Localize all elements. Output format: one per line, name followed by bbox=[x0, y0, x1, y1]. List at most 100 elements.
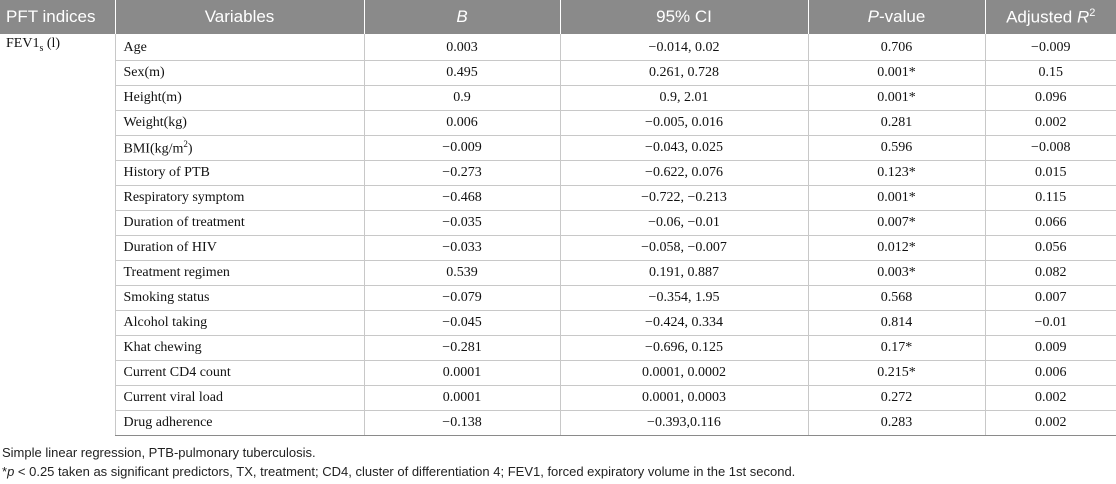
adjusted-r2-cell: 0.082 bbox=[984, 260, 1116, 286]
ci-cell: 0.261, 0.728 bbox=[559, 60, 808, 86]
b-cell: −0.035 bbox=[363, 210, 560, 236]
p-value-cell: 0.007* bbox=[807, 210, 985, 236]
p-value-cell: 0.281 bbox=[807, 110, 985, 136]
table-header-row: PFT indices Variables B 95% CI P-value A… bbox=[0, 0, 1116, 34]
p-value-cell: 0.568 bbox=[807, 285, 985, 311]
table-row: Alcohol taking −0.045 −0.424, 0.334 0.814 −0… bbox=[0, 310, 1116, 336]
variable-cell: Age bbox=[114, 34, 364, 61]
ci-cell: 0.0001, 0.0002 bbox=[559, 360, 808, 386]
table-row: Duration of HIV −0.033 −0.058, −0.007 0.012… bbox=[0, 235, 1116, 261]
ci-cell: −0.06, −0.01 bbox=[559, 210, 808, 236]
ci-cell: −0.622, 0.076 bbox=[559, 160, 808, 186]
table-row: BMI(kg/m2) −0.009 −0.043, 0.025 0.596 −0.008 bbox=[0, 135, 1116, 161]
ci-cell: −0.722, −0.213 bbox=[559, 185, 808, 211]
b-cell: 0.9 bbox=[363, 85, 560, 111]
adjusted-r2-cell: −0.01 bbox=[984, 310, 1116, 336]
variable-cell: Alcohol taking bbox=[114, 310, 364, 336]
ci-cell: −0.424, 0.334 bbox=[559, 310, 808, 336]
b-cell: 0.0001 bbox=[363, 385, 560, 411]
adjusted-r2-cell: 0.096 bbox=[984, 85, 1116, 111]
adjusted-r2-cell: 0.002 bbox=[984, 110, 1116, 136]
p-value-cell: 0.272 bbox=[807, 385, 985, 411]
table-row: Khat chewing −0.281 −0.696, 0.125 0.17* 0.00… bbox=[0, 335, 1116, 361]
p-value-cell: 0.001* bbox=[807, 185, 985, 211]
variable-cell: Current viral load bbox=[114, 385, 364, 411]
b-cell: −0.281 bbox=[363, 335, 560, 361]
header-p-value: P-value bbox=[808, 0, 986, 34]
table-row: Smoking status −0.079 −0.354, 1.95 0.568 0.0… bbox=[0, 285, 1116, 311]
table-row: Respiratory symptom −0.468 −0.722, −0.213 0… bbox=[0, 185, 1116, 211]
p-value-cell: 0.001* bbox=[807, 60, 985, 86]
b-cell: −0.079 bbox=[363, 285, 560, 311]
table-row: Current CD4 count 0.0001 0.0001, 0.0002 0.2… bbox=[0, 360, 1116, 386]
footnote-1: Simple linear regression, PTB-pulmonary … bbox=[2, 445, 316, 460]
variable-cell: Height(m) bbox=[114, 85, 364, 111]
adjusted-r2-cell: 0.002 bbox=[984, 410, 1116, 436]
header-95-ci: 95% CI bbox=[560, 0, 809, 34]
header-pft-indices: PFT indices bbox=[0, 0, 116, 34]
header-b: B bbox=[364, 0, 561, 34]
b-cell: −0.138 bbox=[363, 410, 560, 436]
adjusted-r2-cell: 0.015 bbox=[984, 160, 1116, 186]
b-cell: 0.539 bbox=[363, 260, 560, 286]
table-row: FEV1s (l) Age 0.003 −0.014, 0.02 0.706 −0.009 bbox=[0, 34, 1116, 61]
b-cell: 0.495 bbox=[363, 60, 560, 86]
ci-cell: 0.191, 0.887 bbox=[559, 260, 808, 286]
adjusted-r2-cell: 0.066 bbox=[984, 210, 1116, 236]
ci-cell: 0.0001, 0.0003 bbox=[559, 385, 808, 411]
p-value-cell: 0.814 bbox=[807, 310, 985, 336]
ci-cell: −0.354, 1.95 bbox=[559, 285, 808, 311]
p-value-cell: 0.215* bbox=[807, 360, 985, 386]
adjusted-r2-cell: 0.002 bbox=[984, 385, 1116, 411]
table-row: Duration of treatment −0.035 −0.06, −0.01 0… bbox=[0, 210, 1116, 236]
variable-cell: Khat chewing bbox=[114, 335, 364, 361]
variable-cell: Treatment regimen bbox=[114, 260, 364, 286]
b-cell: −0.045 bbox=[363, 310, 560, 336]
pft-index-cell: FEV1s (l) bbox=[6, 36, 61, 54]
ci-cell: −0.005, 0.016 bbox=[559, 110, 808, 136]
b-cell: −0.468 bbox=[363, 185, 560, 211]
p-value-cell: 0.003* bbox=[807, 260, 985, 286]
p-value-cell: 0.283 bbox=[807, 410, 985, 436]
header-adjusted-r2: Adjusted R2 bbox=[985, 0, 1116, 34]
b-cell: 0.003 bbox=[363, 34, 560, 61]
b-cell: −0.009 bbox=[363, 135, 560, 161]
variable-cell: Duration of treatment bbox=[114, 210, 364, 236]
ci-cell: −0.014, 0.02 bbox=[559, 34, 808, 61]
adjusted-r2-cell: 0.056 bbox=[984, 235, 1116, 261]
variable-cell: Weight(kg) bbox=[114, 110, 364, 136]
variable-cell: Drug adherence bbox=[114, 410, 364, 436]
table-body: FEV1s (l) Age 0.003 −0.014, 0.02 0.706 −0.009… bbox=[0, 34, 1116, 436]
ci-cell: −0.696, 0.125 bbox=[559, 335, 808, 361]
adjusted-r2-cell: 0.009 bbox=[984, 335, 1116, 361]
adjusted-r2-cell: −0.008 bbox=[984, 135, 1116, 161]
p-value-cell: 0.706 bbox=[807, 34, 985, 61]
p-value-cell: 0.17* bbox=[807, 335, 985, 361]
b-cell: 0.0001 bbox=[363, 360, 560, 386]
p-value-cell: 0.123* bbox=[807, 160, 985, 186]
b-cell: −0.033 bbox=[363, 235, 560, 261]
regression-table: PFT indices Variables B 95% CI P-value A… bbox=[0, 0, 1116, 436]
footnote-2: *p < 0.25 taken as significant predictor… bbox=[2, 464, 796, 479]
b-cell: −0.273 bbox=[363, 160, 560, 186]
table-row: Sex(m) 0.495 0.261, 0.728 0.001* 0.15 bbox=[0, 60, 1116, 86]
p-value-cell: 0.012* bbox=[807, 235, 985, 261]
header-variables: Variables bbox=[115, 0, 365, 34]
ci-cell: −0.393,0.116 bbox=[559, 410, 808, 436]
table-row: Weight(kg) 0.006 −0.005, 0.016 0.281 0.002 bbox=[0, 110, 1116, 136]
variable-cell: Duration of HIV bbox=[114, 235, 364, 261]
table-row: Current viral load 0.0001 0.0001, 0.0003 0.… bbox=[0, 385, 1116, 411]
ci-cell: 0.9, 2.01 bbox=[559, 85, 808, 111]
table-row: Drug adherence −0.138 −0.393,0.116 0.283 0.0… bbox=[0, 410, 1116, 436]
table-footnotes: Simple linear regression, PTB-pulmonary … bbox=[0, 443, 1116, 481]
b-cell: 0.006 bbox=[363, 110, 560, 136]
ci-cell: −0.058, −0.007 bbox=[559, 235, 808, 261]
variable-cell: Sex(m) bbox=[114, 60, 364, 86]
p-value-cell: 0.001* bbox=[807, 85, 985, 111]
ci-cell: −0.043, 0.025 bbox=[559, 135, 808, 161]
table-row: History of PTB −0.273 −0.622, 0.076 0.123* 0… bbox=[0, 160, 1116, 186]
adjusted-r2-cell: 0.006 bbox=[984, 360, 1116, 386]
variable-cell: BMI(kg/m2) bbox=[114, 135, 364, 161]
p-value-cell: 0.596 bbox=[807, 135, 985, 161]
